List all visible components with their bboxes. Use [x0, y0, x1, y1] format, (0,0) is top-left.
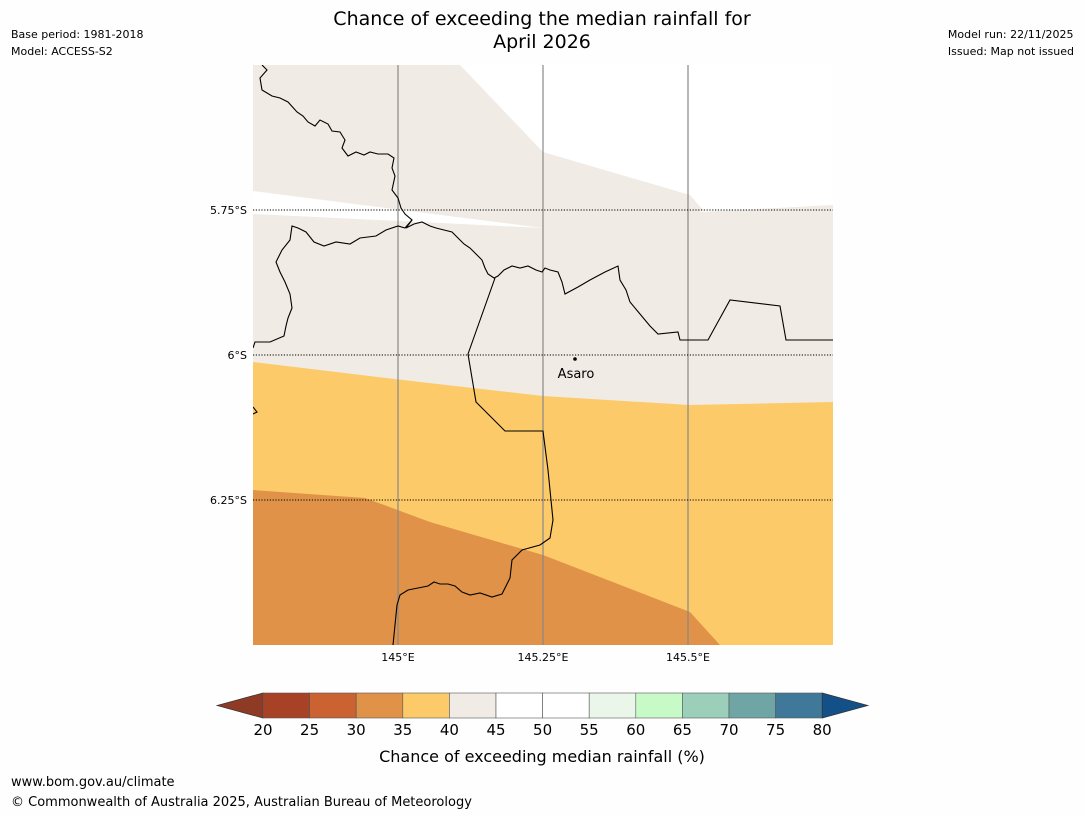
- colorbar-segment: [682, 692, 730, 719]
- issued-text: Issued: Map not issued: [947, 45, 1074, 58]
- border-west: [253, 219, 413, 349]
- lat-label-1: 5.75°S: [210, 204, 247, 217]
- colorbar-segment: [449, 692, 497, 719]
- colorbar-over-arrow: [821, 692, 870, 719]
- colorbar-tick-label: 80: [813, 721, 832, 739]
- model-run-text: Model run: 22/11/2025: [947, 28, 1074, 41]
- colorbar-segment: [262, 692, 310, 719]
- title-line-2: April 2026: [493, 31, 591, 53]
- border-fragment: [253, 406, 258, 415]
- model-text: Model: ACCESS-S2: [11, 45, 113, 58]
- colorbar-segment: [402, 692, 450, 719]
- colorbar-segment: [635, 692, 683, 719]
- colorbar-segment: [309, 692, 357, 719]
- place-label-asaro: Asaro: [558, 367, 595, 382]
- colorbar-tick-label: 70: [719, 721, 738, 739]
- colorbar-tick-label: 60: [626, 721, 645, 739]
- colorbar-under-arrow: [215, 692, 264, 719]
- colorbar-tick-label: 25: [300, 721, 319, 739]
- border-south: [392, 277, 554, 645]
- colorbar-segment: [775, 692, 823, 719]
- map-area: Asaro: [253, 65, 833, 645]
- colorbar-tick-label: 75: [766, 721, 785, 739]
- longitude-labels: 145°E 145.25°E 145.5°E: [381, 651, 710, 664]
- colorbar-segment: [542, 692, 590, 719]
- colorbar-tick-label: 50: [533, 721, 552, 739]
- province-borders: [253, 65, 833, 645]
- dot-marker-icon: [573, 357, 577, 361]
- colorbar-tick-label: 40: [440, 721, 459, 739]
- colorbar-segment: [588, 692, 637, 719]
- colorbar-segment: [728, 692, 776, 719]
- colorbar-segment: [495, 692, 543, 719]
- metadata-left: Base period: 1981-2018 Model: ACCESS-S2: [11, 26, 143, 60]
- colorbar-tick-label: 45: [486, 721, 505, 739]
- footer-copyright: © Commonwealth of Australia 2025, Austra…: [11, 795, 472, 810]
- colorbar-tick-label: 35: [393, 721, 412, 739]
- lon-label-1: 145°E: [381, 651, 414, 664]
- colorbar-tick-label: 20: [253, 721, 272, 739]
- lon-label-3: 145.5°E: [666, 651, 710, 664]
- probability-band-40-45-north: [253, 65, 703, 228]
- lon-label-2: 145.25°E: [518, 651, 569, 664]
- border-north: [259, 65, 833, 341]
- colorbar-tick-label: 30: [347, 721, 366, 739]
- footer-url: www.bom.gov.au/climate: [11, 775, 175, 790]
- colorbar-segment: [355, 692, 404, 719]
- lat-label-2: 6°S: [228, 349, 247, 362]
- probability-band-30-35: [253, 490, 720, 645]
- page-title: Chance of exceeding the median rainfall …: [242, 8, 842, 54]
- lat-label-3: 6.25°S: [210, 494, 247, 507]
- colorbar-legend: 20 25 30 35 40 45 50 55 60 65 70 75 80: [215, 692, 870, 739]
- colorbar-tick-label: 55: [580, 721, 599, 739]
- latitude-labels: 5.75°S 6°S 6.25°S: [210, 204, 247, 507]
- title-line-1: Chance of exceeding the median rainfall …: [333, 8, 751, 30]
- metadata-right: Model run: 22/11/2025 Issued: Map not is…: [948, 26, 1074, 60]
- legend-label: Chance of exceeding median rainfall (%): [379, 747, 705, 766]
- colorbar-tick-label: 65: [673, 721, 692, 739]
- base-period-text: Base period: 1981-2018: [11, 28, 144, 41]
